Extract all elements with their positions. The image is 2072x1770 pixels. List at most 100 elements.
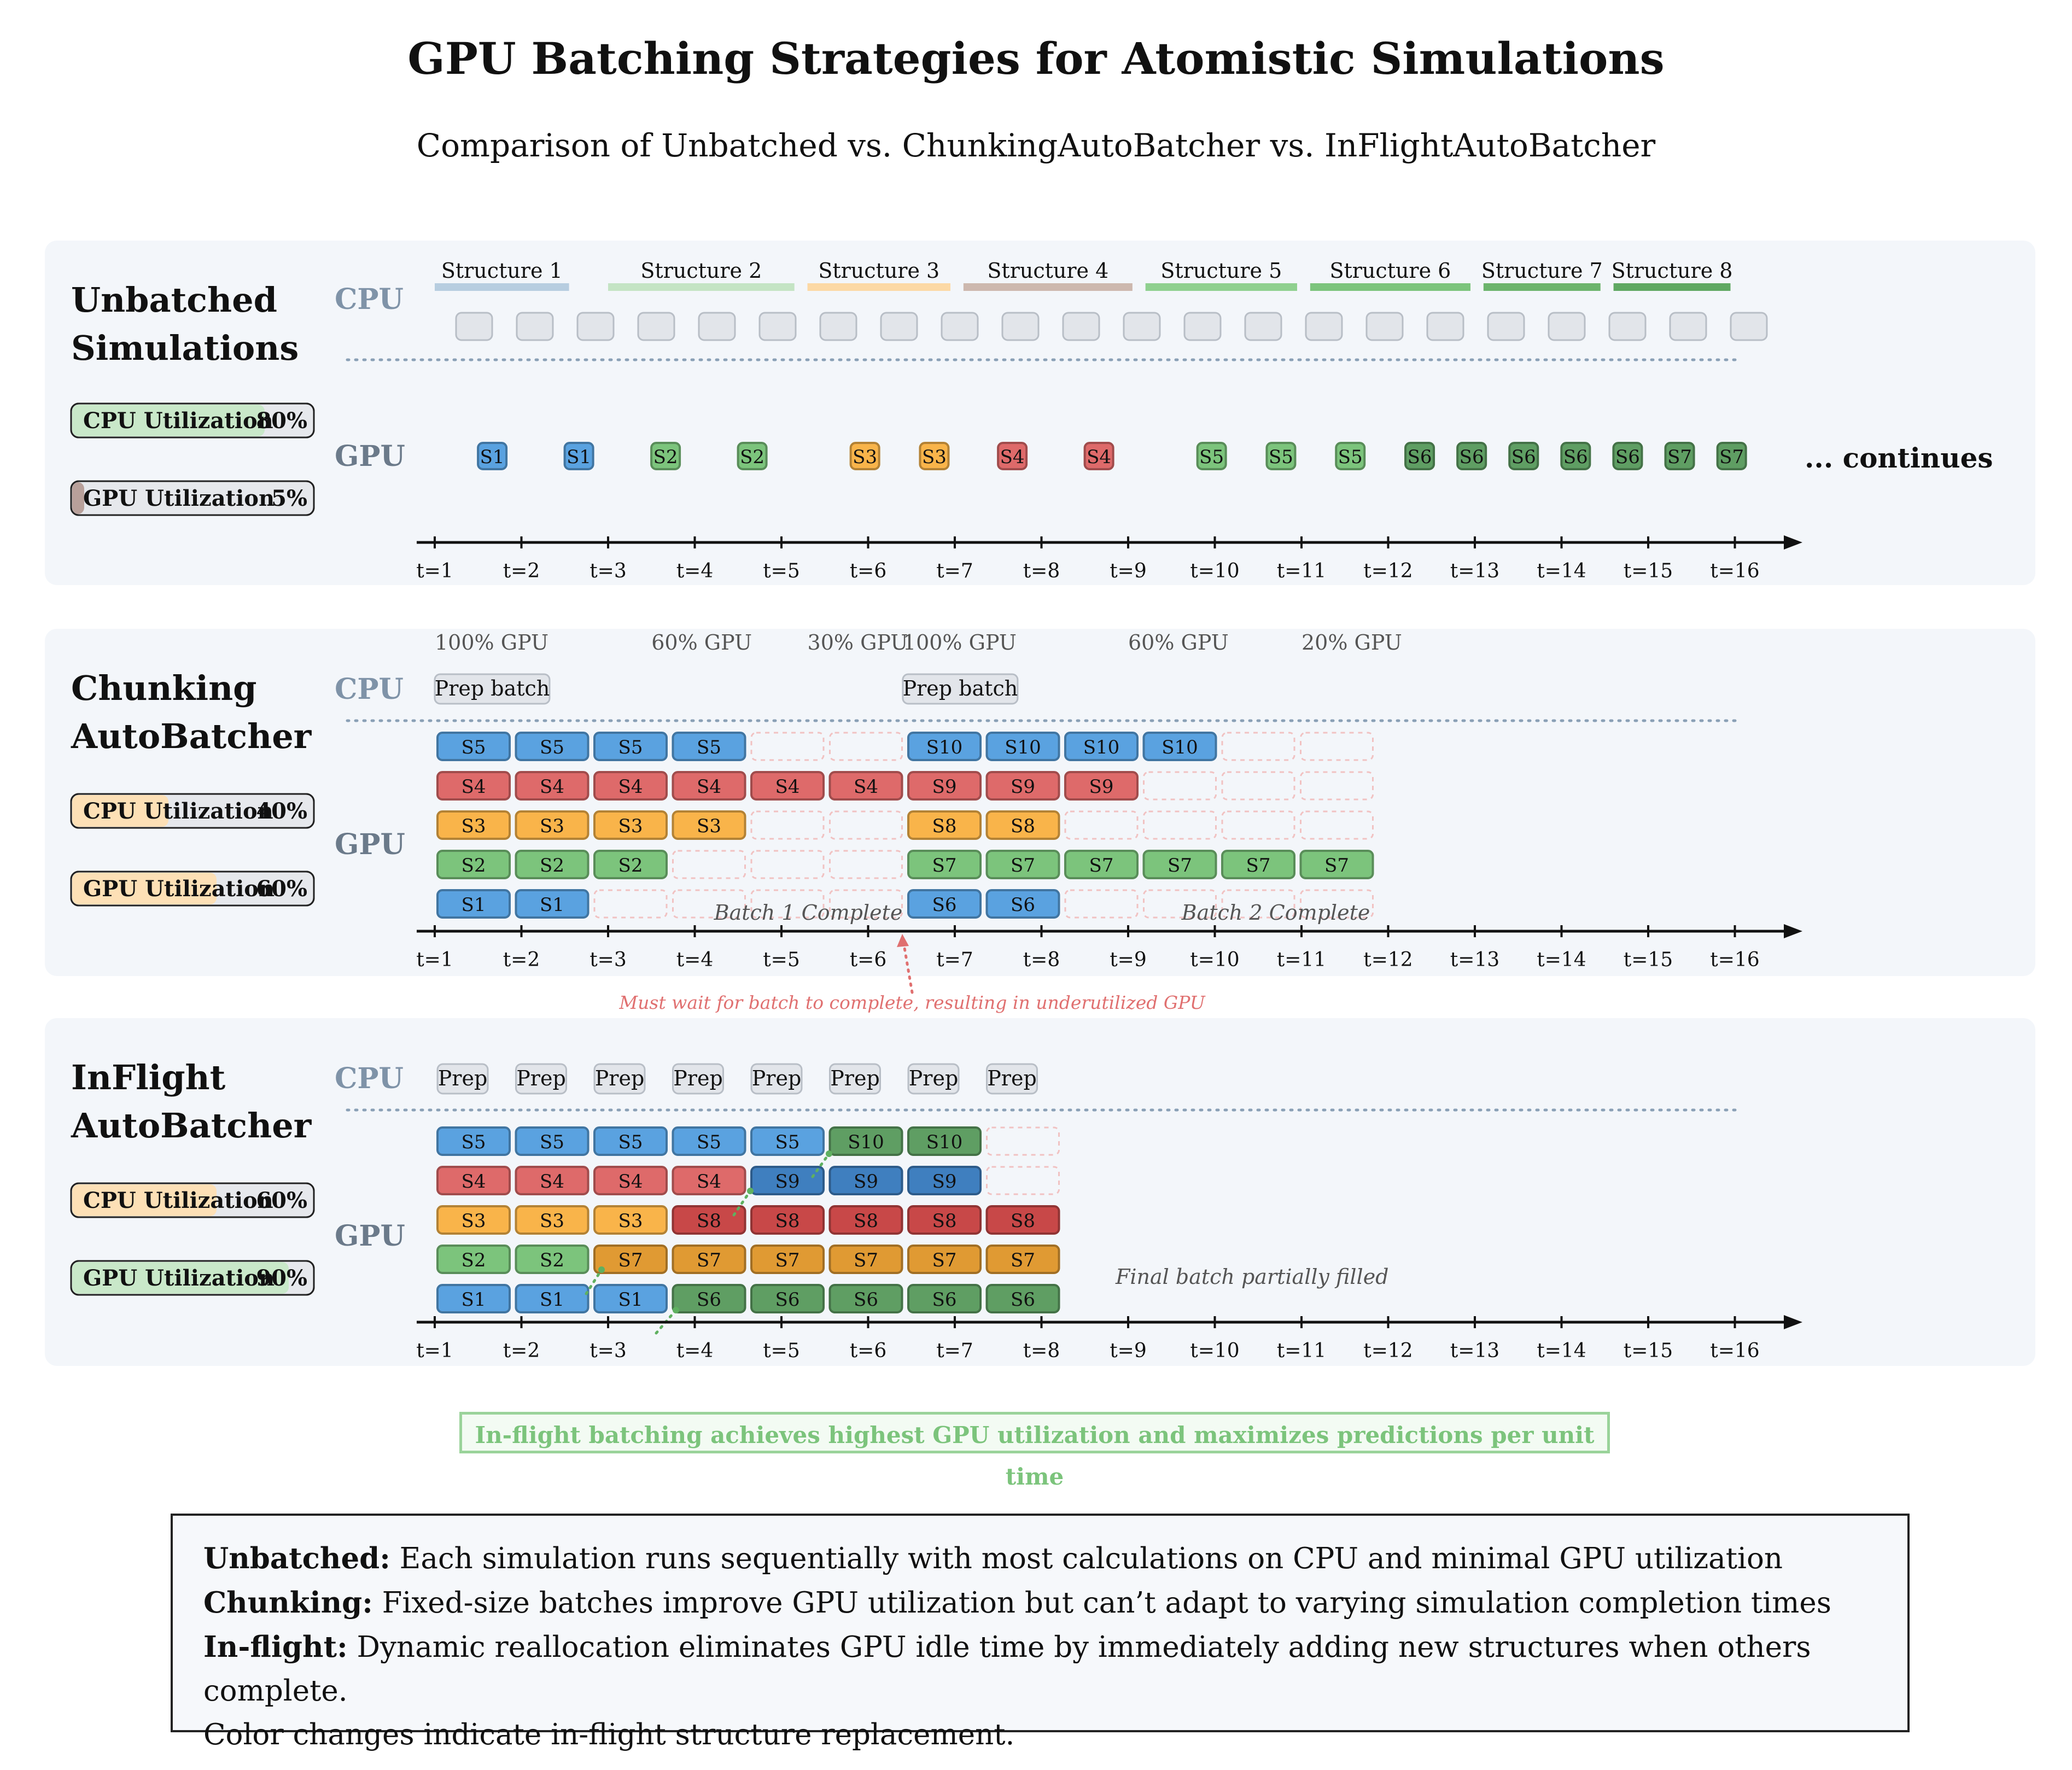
chunking-tick-label: t=7 <box>936 949 973 971</box>
unbatched-gpu-task <box>919 442 950 470</box>
inflight-gpu-slot-label: S3 <box>618 1210 643 1232</box>
chunking-gpu-percent-label: 100% GPU <box>435 630 548 655</box>
chunking-gpu-slot-label: S4 <box>540 776 564 798</box>
inflight-tick-label: t=16 <box>1710 1340 1759 1362</box>
unbatched-cpu-task <box>1426 312 1464 341</box>
inflight-title-line: InFlight <box>71 1058 226 1097</box>
inflight-axis-arrow <box>1784 1315 1802 1329</box>
unbatched-gpu-task-label: S6 <box>1511 446 1536 468</box>
wait-arrow-head <box>897 934 909 947</box>
unbatched-gpu-task-label: S3 <box>853 446 877 468</box>
chunking-gpu-slot-label: S6 <box>1011 894 1035 916</box>
chunking-tick-label: t=5 <box>763 949 800 971</box>
unbatched-tick-label: t=4 <box>676 560 714 582</box>
inflight-tick-label: t=9 <box>1110 1340 1147 1362</box>
chunking-gpu-slot <box>907 771 982 801</box>
chunking-empty-slot <box>1300 771 1374 801</box>
unbatched-cpu-task <box>1001 312 1040 341</box>
inflight-prep-box <box>593 1063 646 1095</box>
inflight-gpu-slot <box>828 1205 903 1235</box>
inflight-gpu-slot-label: S5 <box>540 1131 564 1153</box>
chunking-gpu-slot-label: S3 <box>540 815 564 837</box>
chunking-gpu-slot <box>1221 850 1295 879</box>
unbatched-gpu-util-outline <box>70 480 315 516</box>
chunking-prep-batch <box>434 673 551 705</box>
inflight-gpu-slot <box>515 1166 590 1195</box>
chunking-gpu-slot-label: S7 <box>1324 855 1349 877</box>
inflight-gpu-slot <box>907 1166 982 1195</box>
unbatched-gpu-task-label: S4 <box>1087 446 1111 468</box>
unbatched-gpu-util-fill <box>72 482 84 514</box>
inflight-gpu-slot-label: S8 <box>697 1210 721 1232</box>
inflight-cpu-lane-label: CPU <box>335 1062 404 1095</box>
chunking-tick-label: t=1 <box>416 949 453 971</box>
inflight-gpu-slot <box>907 1284 982 1313</box>
chunking-cpu-util-fill <box>72 795 168 827</box>
inflight-gpu-slot-label: S2 <box>462 1249 486 1271</box>
chunking-gpu-slot-label: S4 <box>854 776 878 798</box>
unbatched-gpu-task <box>1404 442 1435 470</box>
inflight-gpu-util-fill <box>72 1262 289 1294</box>
chunking-gpu-slot <box>515 732 590 761</box>
chunking-gpu-slot <box>1064 732 1139 761</box>
inflight-prep-label: Prep <box>830 1066 880 1090</box>
inflight-tick-label: t=11 <box>1277 1340 1326 1362</box>
unbatched-gpu-task <box>1083 442 1114 470</box>
chunking-empty-slot <box>829 850 903 879</box>
inflight-tick-label: t=12 <box>1363 1340 1413 1362</box>
chunking-gpu-slot <box>1299 850 1374 879</box>
chunking-cpu-util-label: CPU Utilization <box>83 798 273 824</box>
chunking-gpu-percent-label: 30% GPU <box>808 630 908 655</box>
unbatched-tick-label: t=13 <box>1450 560 1499 582</box>
unbatched-tick-label: t=12 <box>1363 560 1413 582</box>
unbatched-gpu-task <box>1716 442 1747 470</box>
chunking-cpu-lane-label: CPU <box>335 673 404 706</box>
unbatched-tick-label: t=7 <box>936 560 973 582</box>
inflight-gpu-slot-label: S4 <box>462 1171 486 1193</box>
unbatched-gpu-task <box>477 442 508 470</box>
inflight-gpu-slot <box>672 1126 746 1156</box>
chunking-empty-slot <box>1300 810 1374 840</box>
structure-2-bar <box>608 283 795 291</box>
inflight-gpu-slot <box>750 1126 825 1156</box>
inflight-gpu-slot <box>672 1166 746 1195</box>
chunking-title-line: Chunking <box>71 668 257 708</box>
chunking-gpu-slot-label: S2 <box>540 855 564 877</box>
chunking-gpu-slot <box>593 810 668 840</box>
replacement-arrow <box>732 1189 752 1217</box>
chunking-tick-label: t=8 <box>1023 949 1060 971</box>
inflight-gpu-slot <box>907 1126 982 1156</box>
unbatched-gpu-task-label: S1 <box>567 446 591 468</box>
chunking-gpu-slot-label: S9 <box>932 776 957 798</box>
replacement-arrow-head <box>826 1150 832 1157</box>
chunking-gpu-slot <box>672 732 746 761</box>
unbatched-gpu-util-label: GPU Utilization <box>83 486 275 511</box>
unbatched-cpu-task <box>941 312 979 341</box>
unbatched-gpu-task-label: S7 <box>1719 446 1744 468</box>
unbatched-tick-label: t=9 <box>1110 560 1147 582</box>
unbatched-gpu-task-label: S6 <box>1408 446 1432 468</box>
chunking-gpu-slot <box>593 771 668 801</box>
inflight-gpu-slot-label: S9 <box>854 1171 878 1193</box>
unbatched-gpu-task <box>650 442 681 470</box>
inflight-gpu-slot-label: S5 <box>697 1131 721 1153</box>
legend-line-unbatched: Unbatched: Each simulation runs sequenti… <box>203 1541 1783 1575</box>
chunking-gpu-slot-label: S5 <box>462 737 486 758</box>
inflight-gpu-slot <box>985 1205 1060 1235</box>
wait-note: Must wait for batch to complete, resulti… <box>618 992 1205 1013</box>
inflight-empty-slot <box>986 1166 1060 1195</box>
inflight-prep-box <box>986 1063 1038 1095</box>
chunking-gpu-slot <box>436 732 511 761</box>
chunking-gpu-slot <box>436 771 511 801</box>
unbatched-tick-label: t=3 <box>590 560 627 582</box>
unbatched-cpu-util-label: CPU Utilization <box>83 408 273 434</box>
unbatched-gpu-task-label: S6 <box>1460 446 1484 468</box>
chunking-gpu-slot <box>985 889 1060 919</box>
legend-line-chunking: Chunking: Fixed-size batches improve GPU… <box>203 1586 1831 1620</box>
unbatched-gpu-task-label: S5 <box>1338 446 1363 468</box>
chunking-empty-slot <box>750 732 825 761</box>
chunking-gpu-percent-label: 60% GPU <box>651 630 752 655</box>
chunking-gpu-slot <box>593 732 668 761</box>
inflight-tick-label: t=15 <box>1624 1340 1673 1362</box>
batch-2-complete-label: Batch 2 Complete <box>1181 901 1370 925</box>
